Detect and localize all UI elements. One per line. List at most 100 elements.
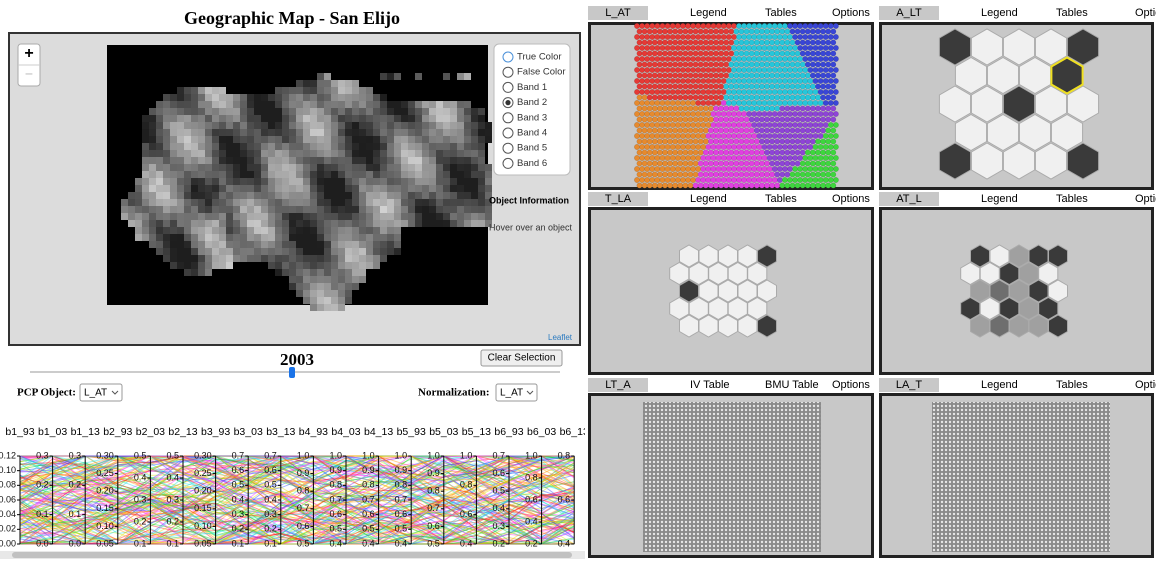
panel-tab[interactable]: A_LT (896, 7, 922, 19)
map-pixel (303, 213, 310, 220)
som-cell (823, 111, 828, 116)
map-pixel (240, 157, 247, 164)
map-pixel (359, 87, 366, 94)
clear-button-label[interactable]: Clear Selection (488, 353, 556, 364)
layer-label[interactable]: True Color (517, 52, 562, 63)
map-pixel (345, 129, 352, 136)
map-pixel (310, 234, 317, 241)
panel-tab[interactable]: Legend (981, 193, 1018, 205)
layer-radio[interactable] (503, 52, 513, 62)
zoom-in[interactable]: + (24, 45, 33, 62)
som-cell (790, 62, 795, 67)
map-pixel (135, 227, 142, 234)
layer-label[interactable]: Band 6 (517, 158, 547, 169)
pcp-tick-label: 0.6 (427, 521, 440, 531)
pcp-tick-label: 0.6 (558, 494, 571, 504)
panel-tab[interactable]: LT_A (605, 379, 631, 391)
som-cell (647, 128, 652, 133)
map-pixel (205, 122, 212, 129)
layer-radio[interactable] (503, 82, 513, 92)
panel-tab[interactable]: Tables (765, 7, 797, 19)
som-cell (718, 172, 723, 177)
som-cell (813, 177, 818, 182)
panel-tab[interactable]: Legend (981, 379, 1018, 391)
panel-tab[interactable]: Tables (1056, 7, 1088, 19)
map-pixel (310, 213, 317, 220)
map-pixel (457, 115, 464, 122)
map-pixel (191, 234, 198, 241)
panel-tab[interactable]: Options (1135, 379, 1156, 391)
som-cell (665, 78, 670, 83)
map-pixel (261, 164, 268, 171)
zoom-out[interactable]: − (25, 66, 33, 82)
panel-tab[interactable]: Options (832, 379, 870, 391)
panel-tab[interactable]: Options (832, 193, 870, 205)
pcp-tick-label: 0.4 (525, 516, 538, 526)
som-cell (767, 144, 772, 149)
som-cell (785, 128, 790, 133)
som-cell (808, 100, 813, 105)
pcp-scroll-thumb[interactable] (12, 552, 572, 558)
som-cell (820, 128, 825, 133)
layer-radio[interactable] (503, 128, 513, 138)
layer-label[interactable]: False Color (517, 67, 566, 78)
som-cell (670, 177, 675, 182)
panel-tab[interactable]: Options (832, 7, 870, 19)
som-cell (675, 89, 680, 94)
map-pixel (471, 143, 478, 150)
som-cell (826, 62, 831, 67)
som-cell (764, 29, 769, 34)
som-cell (713, 117, 718, 122)
som-cell (747, 122, 752, 127)
map-pixel (163, 150, 170, 157)
layer-radio[interactable] (503, 113, 513, 123)
layer-radio[interactable] (503, 143, 513, 153)
panel-tab[interactable]: Legend (690, 193, 727, 205)
som-cell (741, 78, 746, 83)
map-pixel (240, 199, 247, 206)
layer-label[interactable]: Band 1 (517, 82, 547, 93)
panel-tab[interactable]: Legend (690, 7, 727, 19)
panel-tab[interactable]: BMU Table (765, 379, 819, 391)
layer-label[interactable]: Band 4 (517, 128, 547, 139)
panel-tab[interactable]: AT_L (896, 193, 921, 205)
som-cell (795, 95, 800, 100)
som-cell (639, 78, 644, 83)
panel-tab[interactable]: Legend (981, 7, 1018, 19)
layer-radio[interactable] (503, 67, 513, 77)
som-cell (808, 111, 813, 116)
map-pixel (387, 101, 394, 108)
som-cell (808, 144, 813, 149)
som-cell (744, 139, 749, 144)
layer-radio[interactable] (503, 158, 513, 168)
som-cell (818, 133, 823, 138)
panel-tab[interactable]: Options (1135, 193, 1156, 205)
panel-tab[interactable]: L_AT (605, 7, 631, 19)
panel-tab[interactable]: Options (1135, 7, 1156, 19)
map-pixel (331, 157, 338, 164)
map-pixel (205, 157, 212, 164)
layer-label[interactable]: Band 2 (517, 97, 547, 108)
map-pixel (457, 108, 464, 115)
map-pixel (380, 248, 387, 255)
som-cell (752, 45, 757, 50)
som-cell (662, 172, 667, 177)
pcp-tick-label: 0.8 (329, 480, 342, 490)
panel-tab[interactable]: LA_T (896, 379, 923, 391)
panel-tab[interactable]: Tables (1056, 379, 1088, 391)
map-pixel (289, 87, 296, 94)
som-cell (823, 155, 828, 160)
layer-label[interactable]: Band 5 (517, 143, 547, 154)
som-cell (828, 56, 833, 61)
layer-label[interactable]: Band 3 (517, 112, 547, 123)
map-pixel (338, 297, 345, 304)
panel-tab[interactable]: IV Table (690, 379, 730, 391)
normalization-value[interactable]: L_AT (500, 388, 523, 399)
som-cell (798, 100, 803, 105)
map-attribution[interactable]: Leaflet (548, 333, 573, 342)
panel-tab[interactable]: T_LA (605, 193, 632, 205)
som-cell (726, 122, 731, 127)
panel-tab[interactable]: Tables (1056, 193, 1088, 205)
pcp-object-value[interactable]: L_AT (84, 388, 107, 399)
panel-tab[interactable]: Tables (765, 193, 797, 205)
